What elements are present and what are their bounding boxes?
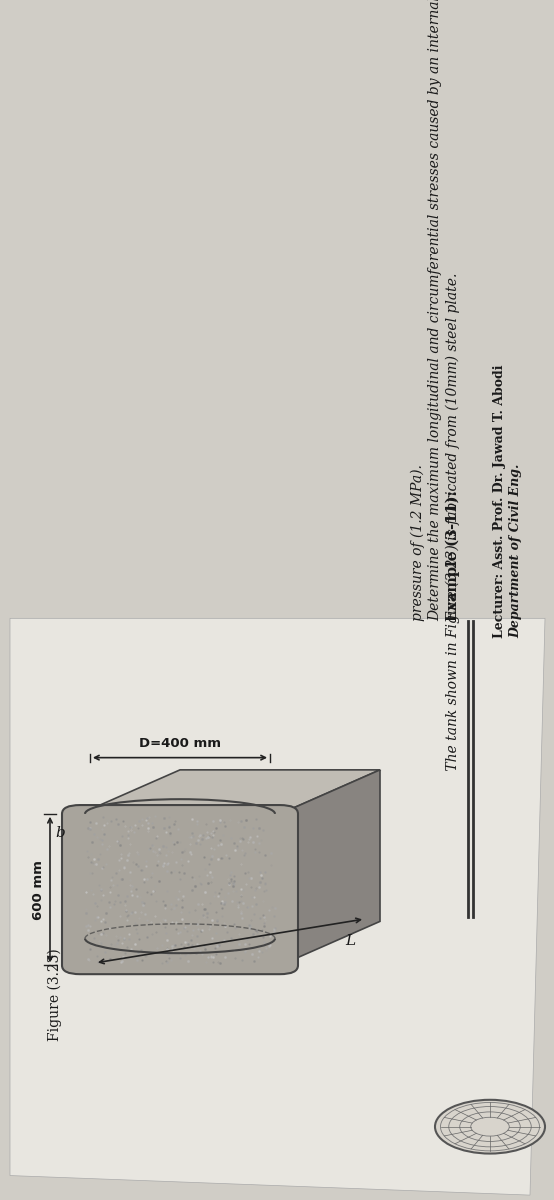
Text: b: b bbox=[55, 827, 65, 840]
Polygon shape bbox=[10, 618, 545, 1195]
Text: Example (3-11):: Example (3-11): bbox=[446, 490, 460, 620]
Circle shape bbox=[435, 1099, 545, 1153]
Text: Department of Civil Eng.: Department of Civil Eng. bbox=[510, 463, 522, 638]
Polygon shape bbox=[280, 770, 380, 965]
Text: D=400 mm: D=400 mm bbox=[139, 737, 221, 750]
Text: The tank shown in Figure (3.23) is fabricated from (10mm) steel plate.: The tank shown in Figure (3.23) is fabri… bbox=[446, 272, 460, 775]
FancyArrowPatch shape bbox=[95, 756, 265, 760]
FancyArrowPatch shape bbox=[100, 918, 361, 964]
Text: 600 mm: 600 mm bbox=[32, 859, 45, 919]
Text: pressure of (1.2 MPa).: pressure of (1.2 MPa). bbox=[411, 464, 425, 620]
FancyBboxPatch shape bbox=[62, 805, 298, 974]
Text: Determine the maximum longitudinal and circumferential stresses caused by an int: Determine the maximum longitudinal and c… bbox=[428, 0, 442, 620]
Text: Figure (3.23): Figure (3.23) bbox=[48, 948, 62, 1042]
Text: Lecturer: Asst. Prof. Dr. Jawad T. Abodi: Lecturer: Asst. Prof. Dr. Jawad T. Abodi bbox=[494, 365, 506, 638]
FancyArrowPatch shape bbox=[48, 818, 52, 961]
Text: L: L bbox=[345, 934, 355, 948]
Polygon shape bbox=[80, 770, 380, 814]
